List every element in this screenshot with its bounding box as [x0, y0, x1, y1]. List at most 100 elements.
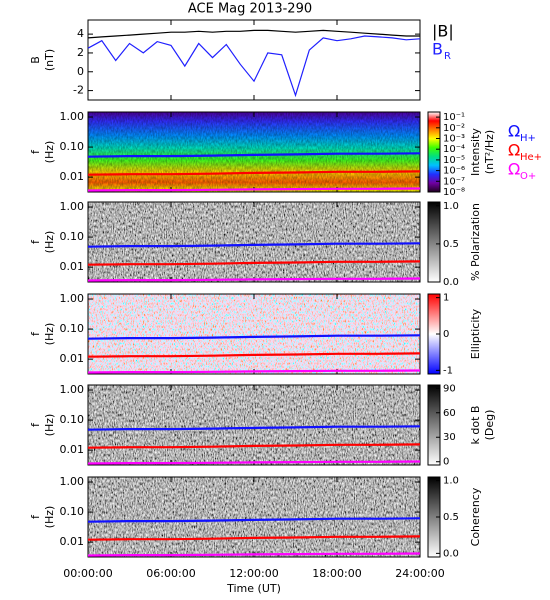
- y-tick-label: 0.10: [60, 505, 85, 518]
- y-tick-label: 0.01: [60, 535, 85, 548]
- colorbar-unit: (nT²/Hz): [483, 130, 496, 174]
- data-line: [87, 29, 420, 39]
- data-line: [87, 242, 421, 248]
- y-tick-label: 2: [77, 46, 84, 59]
- colorbar: [427, 111, 441, 193]
- colorbar-label: Ellipticity: [469, 308, 482, 359]
- colorbar-tick-label: 10⁻³: [443, 134, 465, 145]
- plot-frame: [87, 19, 421, 101]
- y-tick-label: 0.10: [60, 230, 85, 243]
- colorbar-label: k dot B: [469, 406, 482, 445]
- data-line: [87, 170, 421, 176]
- spectrogram: [88, 477, 420, 557]
- y-axis-unit: (nT): [43, 49, 56, 71]
- colorbar: [427, 384, 441, 466]
- colorbar-tick-label: 10⁻⁵: [443, 155, 465, 166]
- colorbar-tick-label: 10⁻⁶: [443, 166, 465, 177]
- colorbar-tick-label: 0: [443, 457, 449, 468]
- data-line: [87, 260, 421, 266]
- data-line: [87, 277, 421, 282]
- y-tick-label: 0.01: [60, 170, 85, 183]
- y-tick-label: -2: [73, 84, 84, 97]
- x-tick-label: 18:00:00: [312, 567, 361, 580]
- y-axis-unit: (Hz): [43, 231, 56, 254]
- colorbar-tick-label: 0.0: [443, 548, 459, 559]
- y-axis-label: f: [29, 239, 42, 244]
- y-tick-label: 1.00: [60, 200, 85, 213]
- colorbar-tick-label: 90: [443, 383, 456, 394]
- y-axis-label: f: [29, 331, 42, 336]
- y-axis-label: f: [29, 422, 42, 427]
- legend-label: B: [432, 40, 443, 59]
- y-tick-label: 1.00: [60, 383, 85, 396]
- y-tick-label: 0.01: [60, 443, 85, 456]
- legend-label: Ω: [508, 141, 520, 160]
- colorbar: [427, 201, 441, 283]
- spectrogram-texture: [88, 112, 420, 192]
- data-line: [87, 352, 421, 358]
- y-axis-label: B: [29, 56, 42, 64]
- y-axis-unit: (Hz): [43, 141, 56, 164]
- y-axis-unit: (Hz): [43, 506, 56, 529]
- colorbar-tick-label: 1.0: [443, 201, 459, 212]
- x-axis-label: Time (UT): [226, 582, 281, 595]
- legend-subscript: He+: [520, 152, 542, 163]
- colorbar-label: Coherency: [469, 487, 482, 546]
- x-tick-label: 24:00:00: [395, 567, 444, 580]
- colorbar-label: Intensity: [469, 128, 482, 176]
- y-axis-label: f: [29, 514, 42, 519]
- y-tick-label: 1.00: [60, 110, 85, 123]
- legend-label: Ω: [508, 122, 520, 141]
- y-axis-unit: (Hz): [43, 414, 56, 437]
- colorbar-tick-label: -1: [443, 365, 453, 376]
- data-line: [87, 443, 421, 449]
- colorbar-tick-label: 10⁻⁸: [443, 187, 465, 198]
- legend-subscript: R: [444, 51, 451, 62]
- colorbar-label: % Polarization: [469, 203, 482, 281]
- legend-label: Ω: [508, 160, 520, 179]
- y-tick-label: 4: [77, 27, 84, 40]
- data-line: [87, 334, 421, 340]
- y-tick-label: 0.01: [60, 352, 85, 365]
- legend-subscript: O+: [520, 171, 536, 182]
- data-line: [87, 35, 421, 98]
- y-tick-label: 0.10: [60, 413, 85, 426]
- x-tick-label: 12:00:00: [229, 567, 278, 580]
- data-line: [87, 369, 421, 374]
- legend-label: |B|: [432, 22, 454, 41]
- y-tick-label: 0.10: [60, 322, 85, 335]
- y-tick-label: 0: [77, 65, 84, 78]
- x-tick-label: 00:00:00: [63, 567, 112, 580]
- data-line: [87, 425, 421, 431]
- data-line: [87, 552, 421, 557]
- data-line: [87, 152, 421, 158]
- colorbar-tick-label: 0.0: [443, 277, 459, 288]
- data-line: [87, 187, 421, 192]
- colorbar-tick-label: 30: [443, 432, 456, 443]
- y-axis-label: f: [29, 149, 42, 154]
- colorbar-tick-label: 1.0: [443, 476, 459, 487]
- chart-title: ACE Mag 2013-290: [188, 2, 312, 17]
- data-line: [87, 535, 421, 541]
- colorbar-tick-label: 10⁻⁴: [443, 144, 465, 155]
- y-axis-unit: (Hz): [43, 323, 56, 346]
- colorbar-tick-label: 0: [443, 329, 449, 340]
- legend-subscript: H+: [520, 133, 536, 144]
- y-tick-label: 1.00: [60, 292, 85, 305]
- colorbar-unit: (Deg): [483, 410, 496, 441]
- colorbar-tick-label: 10⁻²: [443, 123, 465, 134]
- y-tick-label: 0.01: [60, 260, 85, 273]
- spectrogram: [88, 202, 420, 282]
- y-tick-label: 1.00: [60, 475, 85, 488]
- spectrogram: [88, 294, 420, 374]
- y-tick-label: 0.10: [60, 140, 85, 153]
- colorbar-tick-label: 0.5: [443, 512, 459, 523]
- colorbar-tick-label: 10⁻¹: [443, 112, 465, 123]
- colorbar-tick-label: 0.5: [443, 239, 459, 250]
- data-line: [87, 460, 421, 465]
- colorbar-tick-label: 1: [443, 293, 449, 304]
- data-line: [87, 517, 421, 523]
- x-tick-label: 06:00:00: [146, 567, 195, 580]
- colorbar-tick-label: 60: [443, 408, 456, 419]
